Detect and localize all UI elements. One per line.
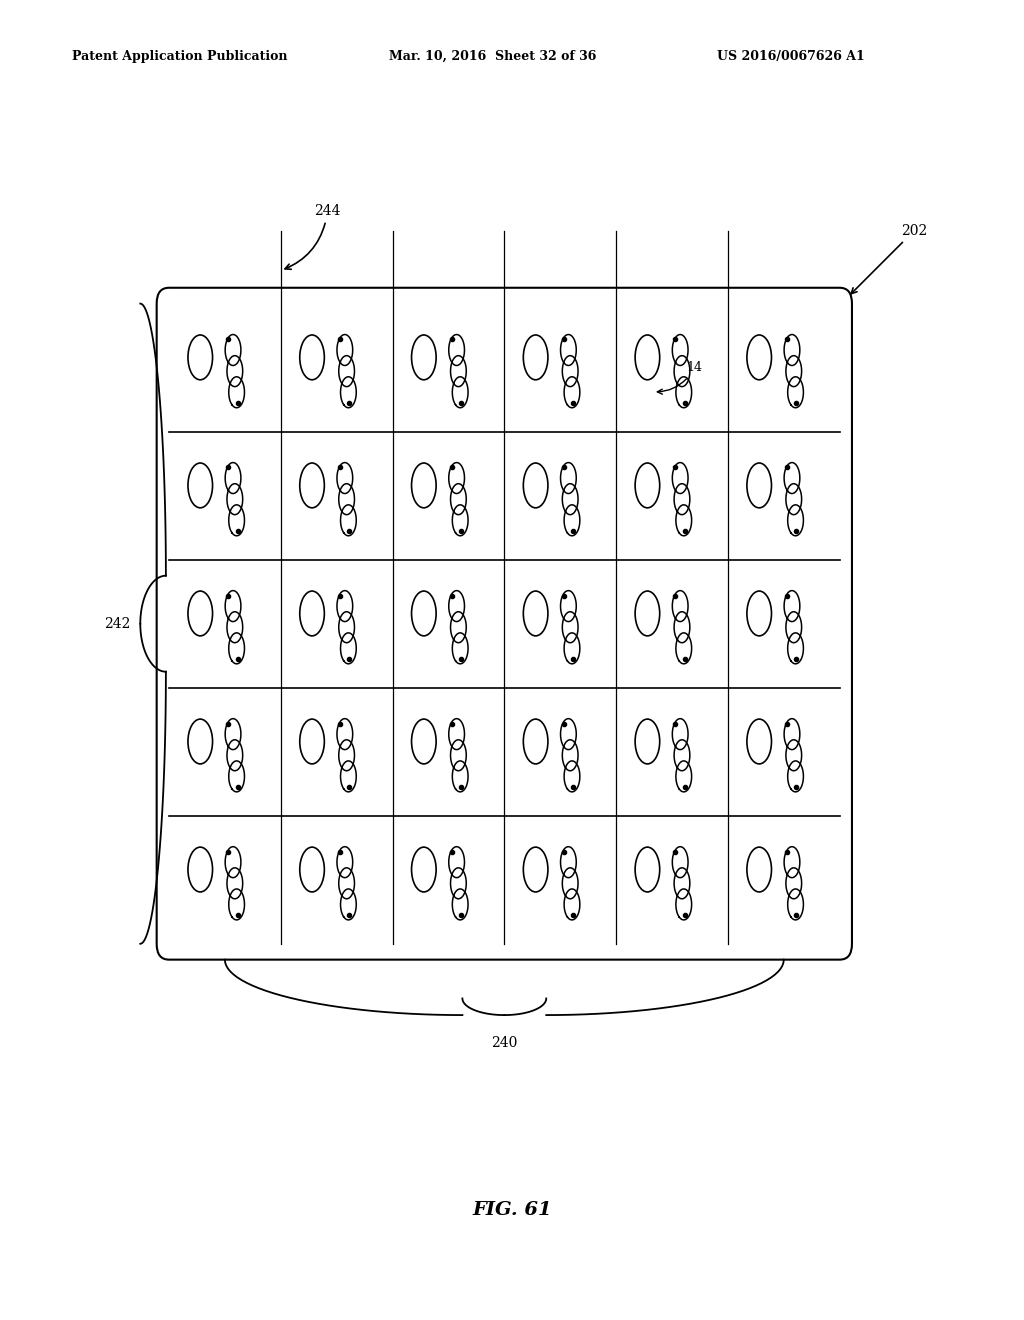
Text: 202: 202: [851, 223, 928, 294]
Text: Patent Application Publication: Patent Application Publication: [72, 50, 287, 63]
Text: 240: 240: [492, 1036, 517, 1051]
FancyBboxPatch shape: [157, 288, 852, 960]
Text: 14: 14: [657, 362, 702, 395]
Text: US 2016/0067626 A1: US 2016/0067626 A1: [717, 50, 864, 63]
Text: 242: 242: [103, 616, 130, 631]
Text: Mar. 10, 2016  Sheet 32 of 36: Mar. 10, 2016 Sheet 32 of 36: [389, 50, 597, 63]
Text: 244: 244: [285, 203, 341, 269]
Text: FIG. 61: FIG. 61: [472, 1201, 552, 1220]
